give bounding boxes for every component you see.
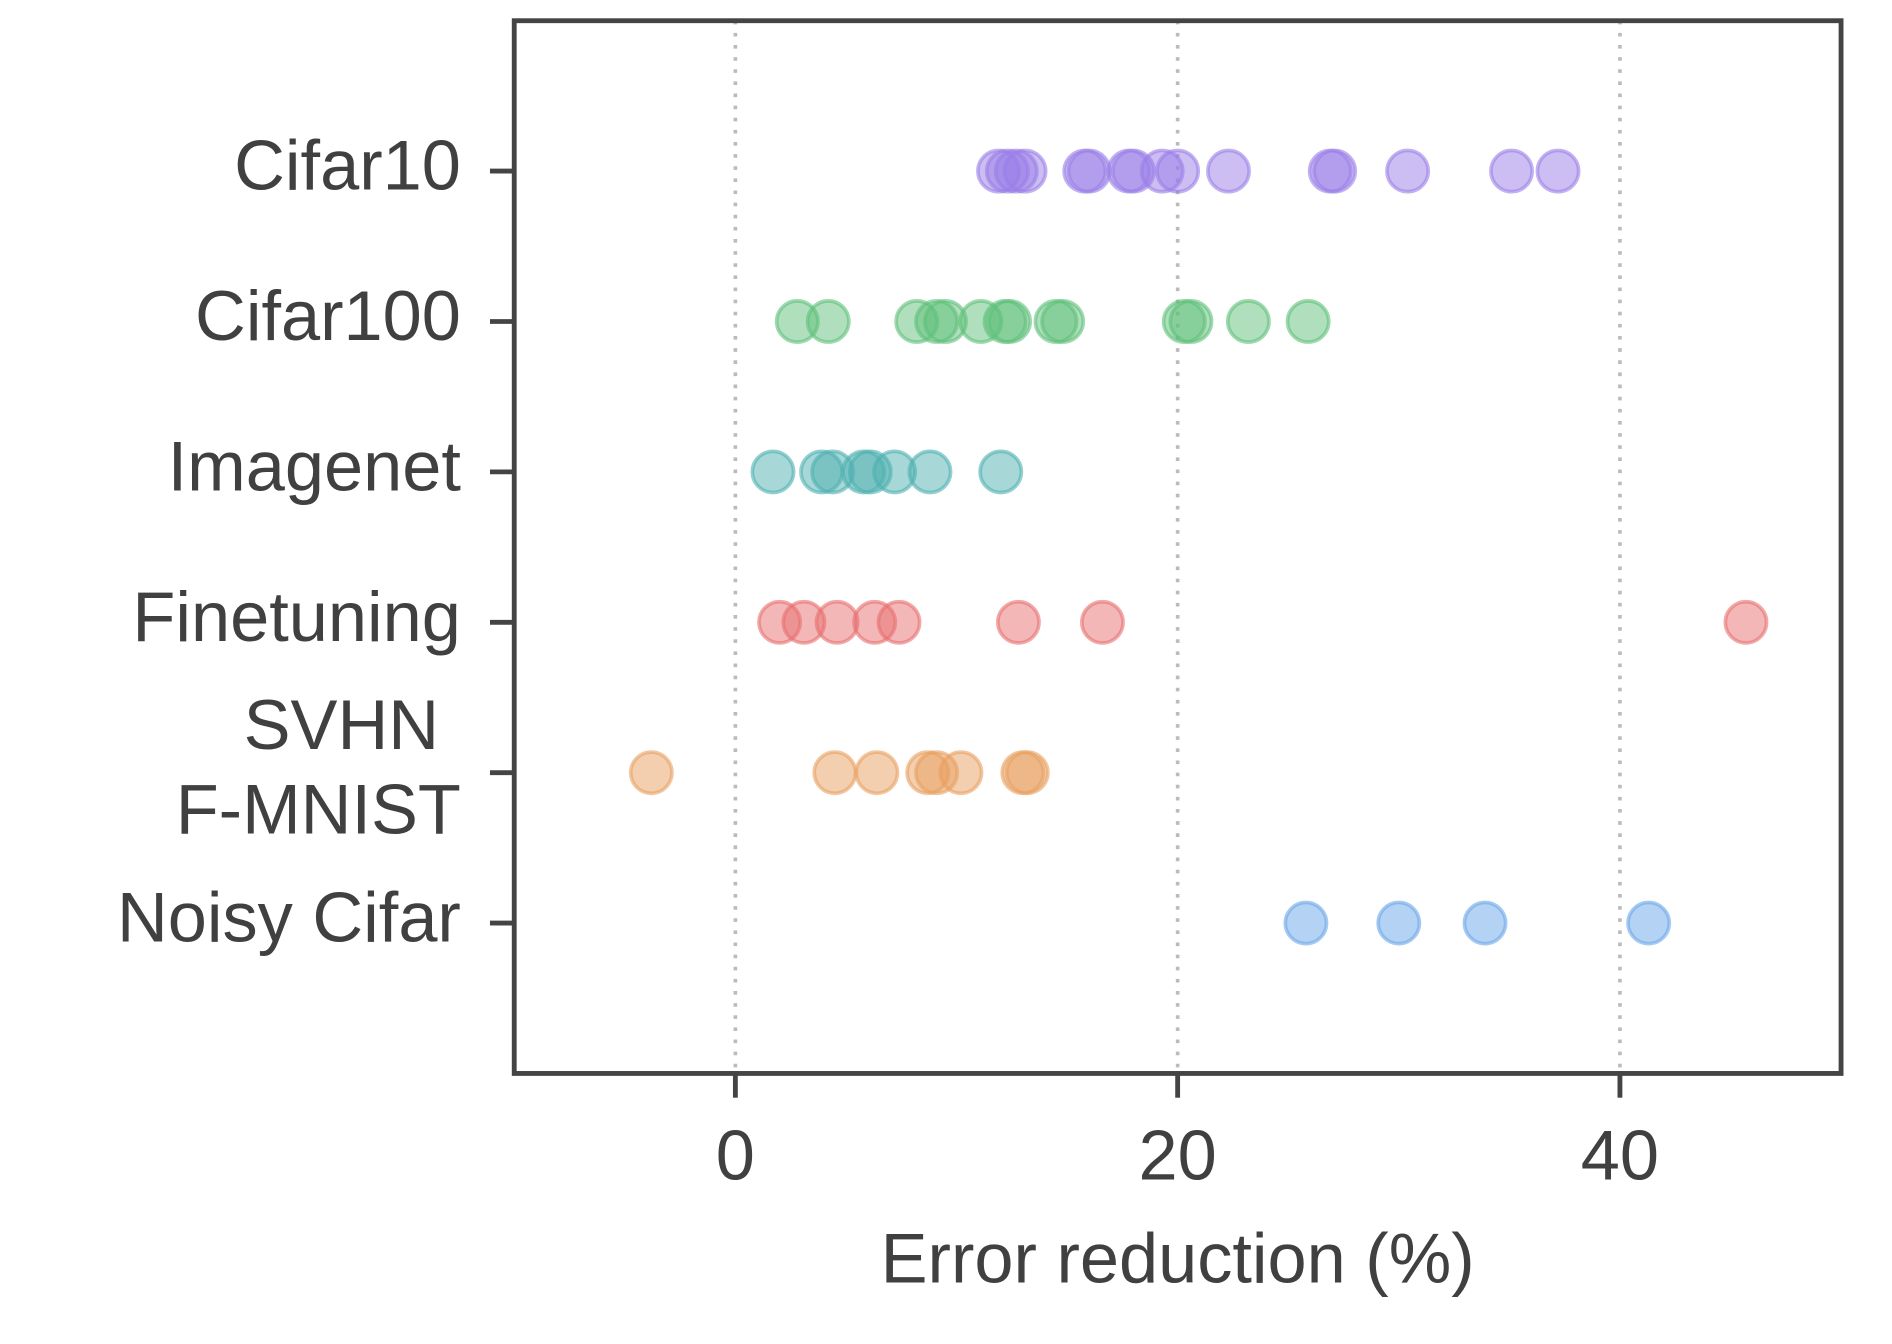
x-tick-label: 0 (716, 1115, 755, 1194)
dot (1385, 148, 1431, 194)
y-tick-label: Cifar100 (195, 276, 461, 355)
x-tick-label: 40 (1581, 1115, 1659, 1194)
dot (995, 599, 1041, 645)
dot (1285, 299, 1331, 344)
dot (1312, 148, 1358, 194)
y-tick-label: Imagenet (168, 426, 462, 505)
dot (907, 449, 953, 495)
plot-frame (511, 18, 1844, 1076)
y-tick-label: SVHN (244, 685, 439, 764)
dot (1040, 299, 1086, 344)
dot (1155, 148, 1201, 194)
dot (1535, 148, 1581, 194)
dot (1376, 900, 1422, 946)
dot (987, 299, 1033, 344)
dot (978, 449, 1024, 495)
dot (1004, 750, 1050, 796)
y-tick-label: Cifar10 (234, 126, 461, 205)
dot (805, 299, 851, 344)
x-tick-label: 20 (1139, 1115, 1217, 1194)
x-axis-label: Error reduction (%) (881, 1218, 1475, 1297)
dot (1066, 148, 1112, 194)
dot (938, 750, 984, 796)
dot (814, 599, 860, 645)
dot (628, 750, 674, 796)
dot (1225, 299, 1271, 344)
dot (1206, 148, 1251, 194)
y-tick-label: Noisy Cifar (117, 878, 461, 957)
dot (1080, 599, 1125, 645)
y-tick-label: F-MNIST (176, 770, 461, 849)
dot (1168, 299, 1214, 344)
dot (876, 599, 922, 645)
y-tick-label: Finetuning (132, 577, 460, 656)
dot (750, 449, 796, 495)
dot (1723, 599, 1769, 645)
dot (1462, 900, 1508, 946)
dot (1626, 900, 1672, 946)
dot (854, 750, 900, 796)
dot (1489, 148, 1535, 194)
dot (1283, 900, 1329, 946)
dot (1002, 148, 1048, 194)
dot (812, 750, 858, 796)
